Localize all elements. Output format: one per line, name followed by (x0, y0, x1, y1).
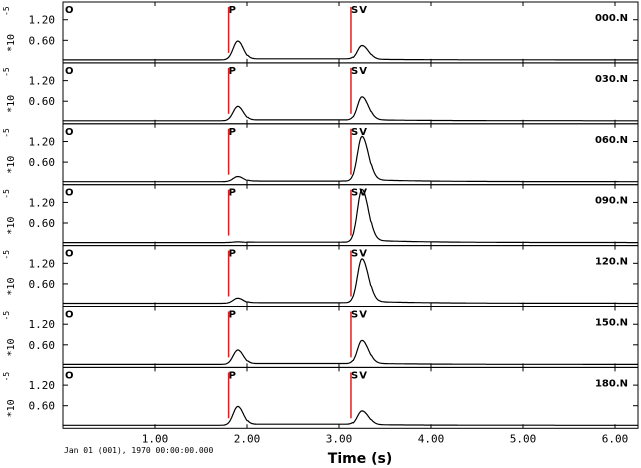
trace-panel: 0.60 1.20 *10 -5 O P S V 000.N (2, 1, 639, 64)
trace-line (63, 96, 638, 122)
trace-line (63, 258, 638, 305)
y-tick-label: 1.20 (29, 14, 56, 27)
phase-marker-label: V (359, 66, 367, 77)
trace-name-label: 030.N (595, 74, 628, 85)
panel-frame (62, 366, 639, 429)
y-tick-label: 1.20 (29, 136, 56, 149)
y-tick-label: 0.60 (29, 278, 56, 291)
y-axis-multiplier: *10 (6, 34, 17, 52)
phase-marker-label: V (359, 5, 367, 16)
trace-name-label: 060.N (595, 135, 628, 146)
y-axis-exponent: -5 (2, 311, 11, 321)
y-tick-label: 0.60 (29, 217, 56, 230)
x-tick-label: 6.00 (602, 432, 629, 445)
trace-line (63, 188, 638, 244)
phase-marker-label: P (229, 249, 236, 260)
origin-marker-label: O (65, 249, 74, 260)
y-axis-multiplier: *10 (6, 278, 17, 296)
phase-marker-label: P (229, 127, 236, 138)
y-axis-multiplier: *10 (6, 338, 17, 356)
origin-marker-label: O (65, 127, 74, 138)
y-axis-exponent: -5 (2, 189, 11, 199)
y-axis-multiplier: *10 (6, 399, 17, 417)
trace-name-label: 150.N (595, 318, 628, 329)
trace-line (63, 405, 638, 426)
x-axis: 1.00 2.00 3.00 4.00 5.00 6.00 (142, 432, 629, 445)
x-tick-label: 3.00 (326, 432, 353, 445)
trace-name-label: 000.N (595, 13, 628, 24)
x-tick-label: 5.00 (510, 432, 537, 445)
y-tick-label: 0.60 (29, 156, 56, 169)
y-axis-exponent: -5 (2, 128, 11, 138)
phase-marker-label: P (229, 66, 236, 77)
y-tick-label: 0.60 (29, 400, 56, 413)
trace-panel: 0.60 1.20 *10 -5 O P S V 120.N (2, 245, 639, 308)
origin-marker-label: O (65, 66, 74, 77)
trace-panel: 0.60 1.20 *10 -5 O P S V 060.N (2, 123, 639, 186)
y-axis-exponent: -5 (2, 6, 11, 16)
y-axis-exponent: -5 (2, 67, 11, 77)
phase-marker-label: S (351, 249, 358, 260)
phase-marker-label: S (351, 5, 358, 16)
phase-marker-label: S (351, 127, 358, 138)
trace-panel: 0.60 1.20 *10 -5 O P S V 150.N (2, 306, 639, 368)
y-tick-label: 1.20 (29, 75, 56, 88)
date-label: Jan 01 (001), 1970 00:00:00.000 (64, 446, 213, 455)
phase-marker-label: V (359, 249, 367, 260)
y-tick-label: 0.60 (29, 34, 56, 47)
x-axis-label: Time (s) (328, 451, 392, 467)
trace-name-label: 120.N (595, 257, 628, 268)
phase-marker-label: V (359, 127, 367, 138)
y-axis-multiplier: *10 (6, 156, 17, 174)
trace-line (63, 135, 638, 183)
x-tick-label: 1.00 (142, 432, 169, 445)
phase-marker-label: P (229, 370, 236, 381)
origin-marker-label: O (65, 188, 74, 199)
trace-name-label: 180.N (595, 378, 628, 389)
phase-marker-label: S (351, 310, 358, 321)
origin-marker-label: O (65, 5, 74, 16)
origin-marker-label: O (65, 310, 74, 321)
y-tick-label: 0.60 (29, 339, 56, 352)
origin-marker-label: O (65, 370, 74, 381)
phase-marker-label: S (351, 66, 358, 77)
x-tick-label: 2.00 (234, 432, 261, 445)
phase-marker-label: V (359, 310, 367, 321)
phase-marker-label: P (229, 188, 236, 199)
trace-panel: 0.60 1.20 *10 -5 O P S V 090.N (2, 184, 639, 247)
phase-marker-label: P (229, 5, 236, 16)
phase-marker-label: S (351, 188, 358, 199)
trace-line (63, 339, 638, 365)
trace-panel: 0.60 1.20 *10 -5 O P S V 030.N (2, 62, 639, 125)
y-tick-label: 1.20 (29, 257, 56, 270)
y-tick-label: 1.20 (29, 379, 56, 392)
y-tick-label: 1.20 (29, 196, 56, 209)
y-tick-label: 1.20 (29, 318, 56, 331)
phase-marker-label: V (359, 188, 367, 199)
y-axis-exponent: -5 (2, 250, 11, 260)
y-axis-exponent: -5 (2, 372, 11, 382)
y-tick-label: 0.60 (29, 95, 56, 108)
phase-marker-label: V (359, 370, 367, 381)
phase-marker-label: P (229, 310, 236, 321)
y-axis-multiplier: *10 (6, 217, 17, 235)
trace-name-label: 090.N (595, 196, 628, 207)
trace-panel: 0.60 1.20 *10 -5 O P S V 180.N (2, 366, 639, 429)
trace-line (63, 40, 638, 61)
x-tick-label: 4.00 (418, 432, 445, 445)
phase-marker-label: S (351, 370, 358, 381)
y-axis-multiplier: *10 (6, 95, 17, 113)
